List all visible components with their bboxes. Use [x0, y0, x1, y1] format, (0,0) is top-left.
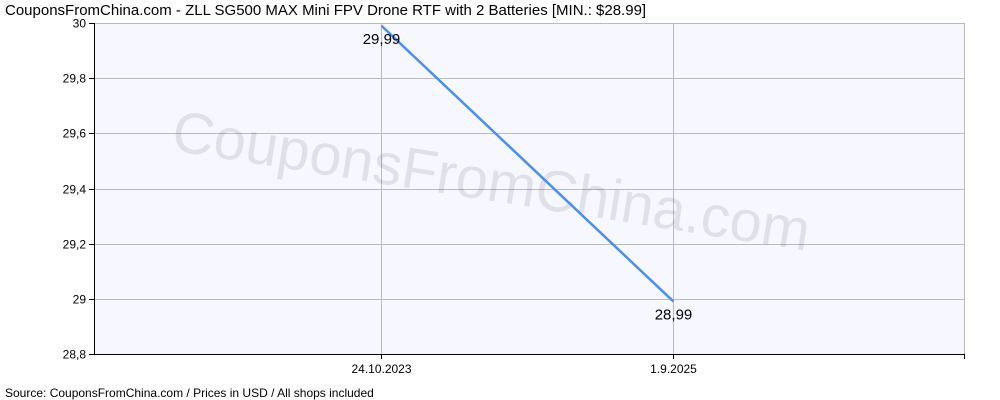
price-line	[380, 24, 675, 303]
y-tick-label: 30	[73, 17, 87, 31]
y-tick-label: 29,4	[63, 183, 87, 197]
axes	[94, 23, 965, 355]
y-tick-label: 29,8	[63, 72, 87, 86]
y-tick-label: 28,8	[63, 348, 87, 362]
x-axis-ticks: 24.10.2023 1.9.2025	[351, 354, 965, 376]
chart-title: CouponsFromChina.com - ZLL SG500 MAX Min…	[5, 2, 646, 19]
data-label: 29,99	[363, 31, 401, 48]
grid-lines	[94, 23, 965, 354]
y-tick-label: 29,6	[63, 127, 87, 141]
data-label: 28,99	[655, 307, 693, 324]
data-labels: 29,99 28,99	[363, 31, 693, 324]
y-axis-ticks: 30 29,8 29,6 29,4 29,2 29 28,8	[63, 17, 94, 362]
x-tick-label: 24.10.2023	[351, 362, 411, 376]
y-tick-label: 29,2	[63, 238, 87, 252]
x-tick-label: 1.9.2025	[650, 362, 697, 376]
y-tick-label: 29	[73, 293, 87, 307]
price-series	[380, 24, 675, 303]
source-note: Source: CouponsFromChina.com / Prices in…	[5, 386, 374, 400]
